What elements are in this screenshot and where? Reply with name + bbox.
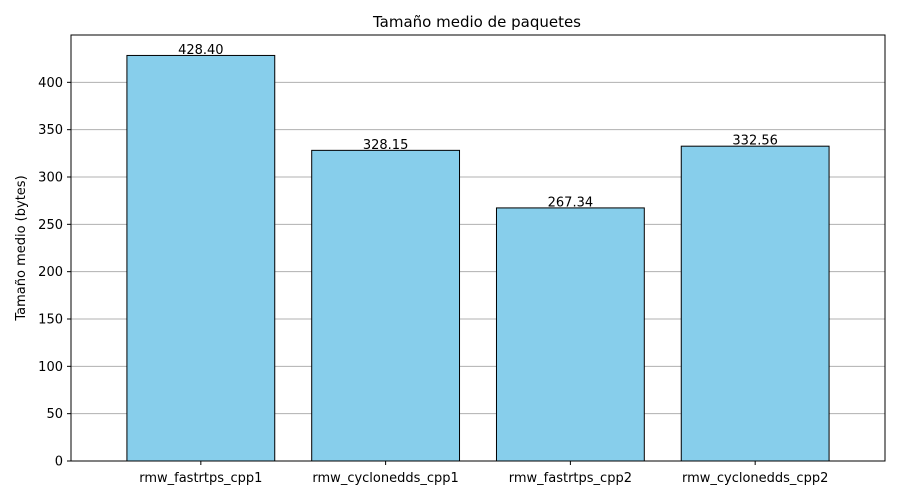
y-tick-label: 100 [38,360,63,375]
y-axis-ticks: 0 50 100 150 200 250 300 350 400 [38,76,71,470]
y-tick-label: 400 [38,76,63,91]
bar [311,149,461,462]
x-tick-label: rmw_cyclonedds_cpp2 [682,471,828,486]
y-axis-label: Tamaño medio (bytes) [14,175,29,321]
bar-value-label: 332.56 [732,134,778,149]
plot-frame [70,34,886,462]
y-tick-label: 350 [38,123,63,138]
y-tick-label: 250 [38,218,63,233]
bar-value-label: 267.34 [548,195,594,210]
value-labels: 428.40 328.15 267.34 332.56 [178,43,778,210]
bar [680,145,830,462]
x-tick-label: rmw_fastrtps_cpp1 [139,471,262,486]
x-axis-ticks: rmw_fastrtps_cpp1 rmw_cyclonedds_cpp1 rmw_… [139,461,828,486]
bar [495,207,645,462]
x-tick-label: rmw_cyclonedds_cpp1 [312,471,458,486]
chart-title: Tamaño medio de paquetes [372,13,581,31]
y-tick-label: 200 [38,265,63,280]
y-tick-label: 50 [46,407,63,422]
x-tick-label: rmw_fastrtps_cpp2 [509,471,632,486]
y-tick-label: 300 [38,171,63,186]
bar-value-label: 428.40 [178,43,224,58]
bars [126,54,830,462]
y-tick-label: 0 [55,455,63,470]
bar-value-label: 328.15 [363,138,409,153]
y-tick-label: 150 [38,313,63,328]
bar [126,54,276,462]
